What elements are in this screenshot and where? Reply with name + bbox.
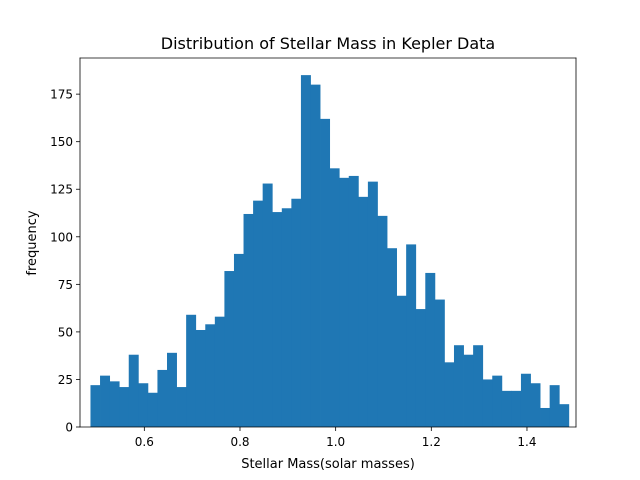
histogram-bar [415, 309, 426, 427]
histogram-bars [90, 75, 570, 428]
histogram-bar [540, 407, 551, 427]
histogram-bar [272, 212, 283, 427]
histogram-bar [377, 215, 388, 427]
histogram-bar [253, 200, 264, 427]
histogram-bar [300, 75, 311, 428]
histogram-bar [559, 404, 570, 427]
y-axis-label: frequency [25, 210, 40, 276]
histogram-bar [367, 181, 378, 427]
histogram-bar [128, 354, 139, 427]
histogram-bar [482, 379, 493, 427]
y-tick-label: 100 [50, 230, 73, 244]
histogram-bar [320, 118, 331, 428]
histogram-bar [138, 383, 149, 427]
y-tick-label: 50 [58, 325, 73, 339]
y-tick-label: 25 [58, 373, 73, 387]
histogram-bar [406, 244, 417, 427]
histogram-bar [444, 362, 455, 427]
histogram-bar [520, 373, 531, 427]
y-tick-label: 75 [58, 278, 73, 292]
histogram-bar [453, 345, 464, 427]
histogram-bar [549, 385, 560, 427]
x-tick-label: 1.0 [326, 435, 345, 449]
x-axis-label: Stellar Mass(solar masses) [241, 457, 415, 472]
histogram-bar [387, 248, 397, 427]
x-axis-ticks: 0.6 0.8 1.0 1.2 1.4 [135, 427, 537, 449]
y-tick-label: 175 [50, 88, 73, 102]
histogram-bar [463, 354, 474, 427]
histogram-bar [358, 196, 369, 427]
x-tick-label: 1.2 [422, 435, 441, 449]
histogram-bar [291, 198, 302, 427]
histogram-bar [186, 314, 197, 427]
histogram-bar [176, 387, 187, 427]
y-tick-label: 125 [50, 183, 73, 197]
histogram-bar [434, 299, 445, 427]
axes-frame [79, 57, 577, 428]
histogram-bar [530, 383, 541, 427]
histogram-bar [492, 375, 503, 427]
histogram-bar [195, 329, 206, 427]
x-tick-label: 1.4 [517, 435, 536, 449]
histogram-bar [243, 213, 254, 427]
histogram-bar [224, 271, 235, 427]
histogram-bar [473, 345, 484, 427]
histogram-bar [214, 316, 225, 427]
histogram-bar [167, 352, 177, 427]
y-axis-ticks: 0 25 50 75 100 125 150 175 [50, 88, 80, 435]
histogram-bar [339, 177, 350, 427]
histogram-bar [262, 183, 273, 427]
histogram-bar [233, 253, 244, 427]
histogram-bar [147, 392, 158, 427]
histogram-bar [205, 324, 216, 427]
histogram-bar [90, 385, 101, 427]
y-tick-label: 150 [50, 135, 73, 149]
histogram-bar [396, 295, 407, 427]
histogram-bar [119, 387, 130, 427]
y-tick-label: 0 [65, 421, 73, 435]
histogram-bar [425, 272, 436, 427]
chart-title: Distribution of Stellar Mass in Kepler D… [161, 34, 495, 53]
x-tick-label: 0.8 [230, 435, 249, 449]
histogram-bar [100, 375, 111, 427]
histogram-bar [501, 390, 512, 427]
histogram-bar [157, 369, 168, 427]
histogram-bar [511, 390, 522, 427]
x-tick-label: 0.6 [135, 435, 154, 449]
histogram-bar [109, 381, 120, 427]
histogram-bar [348, 175, 359, 427]
histogram-bar [329, 168, 340, 427]
histogram-bar [310, 84, 321, 427]
histogram-bar [281, 208, 292, 427]
